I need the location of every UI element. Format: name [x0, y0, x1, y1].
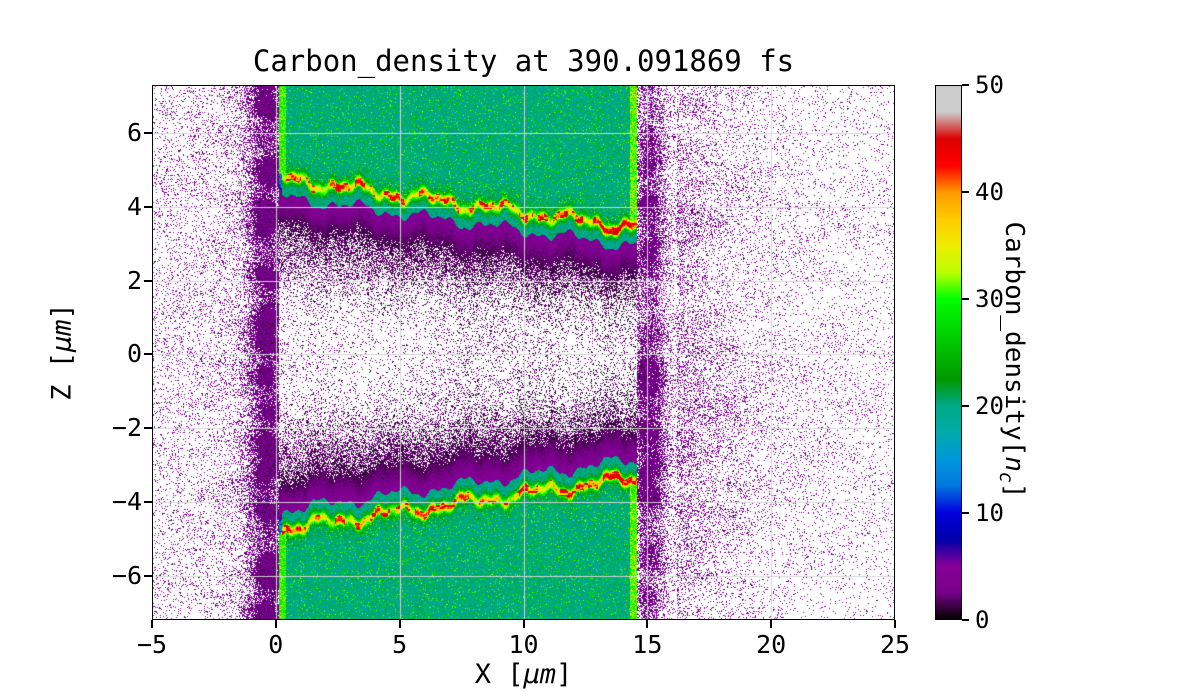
z-tick-label: −4: [111, 486, 142, 516]
cb-label-post: ]: [999, 482, 1030, 499]
x-tick-label: 20: [756, 630, 787, 659]
x-tick-mark: [151, 620, 153, 628]
cb-label-pre: Carbon_density[: [999, 221, 1030, 457]
colorbar-tick-mark: [962, 84, 969, 86]
colorbar-tick-label: 30: [975, 285, 1004, 313]
x-label-post: ]: [556, 659, 573, 690]
x-label-pre: X [: [474, 659, 524, 690]
x-tick-label: 5: [392, 630, 408, 659]
x-tick-mark: [770, 620, 773, 628]
x-tick-mark: [646, 620, 649, 628]
colorbar-tick-mark: [962, 191, 969, 193]
x-tick-label: 15: [632, 630, 663, 659]
x-tick-mark: [398, 620, 401, 628]
cb-label-math: n: [999, 456, 1030, 472]
x-label-math: μm: [523, 659, 557, 690]
z-tick-label: 4: [126, 191, 142, 221]
z-tick-label: −2: [111, 413, 142, 443]
x-tick-label: −5: [136, 630, 168, 659]
z-tick-mark: [144, 500, 152, 503]
heatmap-canvas: [152, 85, 895, 620]
colorbar-tick-mark: [962, 298, 969, 300]
z-tick-label: 0: [126, 339, 142, 369]
x-tick-mark: [894, 620, 896, 628]
chart-title: Carbon_density at 390.091869 fs: [252, 44, 795, 78]
z-tick-label: 2: [126, 265, 142, 295]
x-tick-label: 0: [268, 630, 284, 659]
z-tick-mark: [144, 131, 152, 134]
y-label-post: ]: [46, 303, 78, 320]
colorbar-tick-label: 0: [975, 606, 990, 634]
colorbar-canvas: [935, 85, 962, 620]
colorbar-tick-mark: [962, 405, 969, 407]
z-tick-mark: [144, 205, 152, 208]
cb-label-sub: c: [994, 471, 1016, 483]
z-tick-mark: [144, 353, 152, 356]
x-axis-label: X [μm]: [152, 659, 895, 690]
z-tick-label: −6: [111, 560, 142, 590]
colorbar-tick-label: 10: [975, 499, 1004, 527]
z-tick-mark: [144, 279, 152, 282]
colorbar-tick-mark: [962, 619, 969, 621]
colorbar-tick-label: 20: [975, 392, 1004, 420]
z-tick-mark: [144, 427, 152, 430]
colorbar-tick-label: 40: [975, 178, 1004, 206]
x-tick-mark: [522, 620, 525, 628]
colorbar-tick-mark: [962, 512, 969, 514]
x-tick-label: 10: [508, 630, 539, 659]
x-tick-mark: [274, 620, 277, 628]
colorbar-tick-label: 50: [975, 71, 1004, 99]
colorbar-label: Carbon_density[nc]: [995, 221, 1029, 498]
x-tick-label: 25: [879, 630, 911, 659]
z-tick-mark: [144, 574, 152, 577]
z-tick-label: 6: [126, 117, 142, 147]
